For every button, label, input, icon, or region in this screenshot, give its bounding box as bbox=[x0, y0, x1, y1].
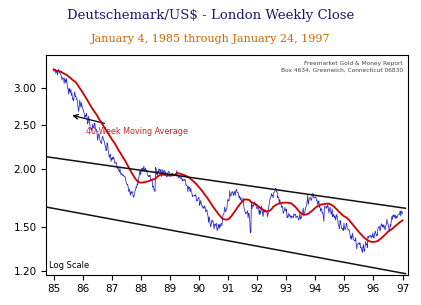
Text: Log Scale: Log Scale bbox=[49, 261, 90, 270]
Text: Deutschemark/US$ - London Weekly Close: Deutschemark/US$ - London Weekly Close bbox=[67, 9, 354, 22]
Text: January 4, 1985 through January 24, 1997: January 4, 1985 through January 24, 1997 bbox=[91, 34, 330, 44]
Text: Freemarket Gold & Money Report
Box 4634, Greenwich, Connecticut 06830: Freemarket Gold & Money Report Box 4634,… bbox=[281, 62, 403, 73]
Text: 40-Week Moving Average: 40-Week Moving Average bbox=[74, 115, 187, 136]
